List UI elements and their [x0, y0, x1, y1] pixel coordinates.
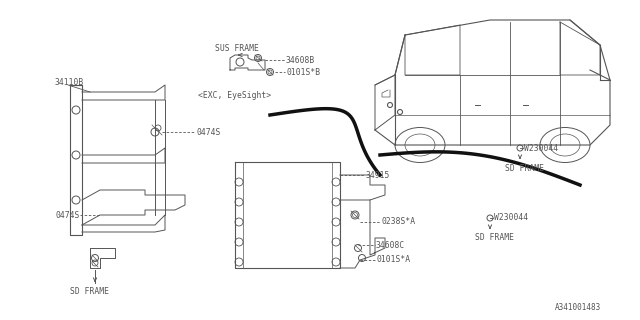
Text: 0474S: 0474S	[196, 127, 220, 137]
Text: 0474S: 0474S	[55, 211, 79, 220]
Text: 34608C: 34608C	[376, 241, 405, 250]
Text: SUS FRAME: SUS FRAME	[215, 44, 259, 52]
Text: W230044: W230044	[494, 213, 528, 222]
Text: 34110B: 34110B	[55, 77, 84, 86]
Text: SD FRAME: SD FRAME	[475, 234, 514, 243]
Text: <EXC, EyeSight>: <EXC, EyeSight>	[198, 91, 271, 100]
Text: 0238S*A: 0238S*A	[381, 218, 415, 227]
Text: SD FRAME: SD FRAME	[505, 164, 544, 172]
Text: W230044: W230044	[524, 143, 558, 153]
Text: 34915: 34915	[366, 171, 390, 180]
Text: A341001483: A341001483	[555, 303, 601, 313]
Text: 0101S*A: 0101S*A	[376, 255, 410, 265]
Text: 34608B: 34608B	[286, 55, 316, 65]
Text: SD FRAME: SD FRAME	[70, 287, 109, 297]
Text: 0101S*B: 0101S*B	[286, 68, 320, 76]
